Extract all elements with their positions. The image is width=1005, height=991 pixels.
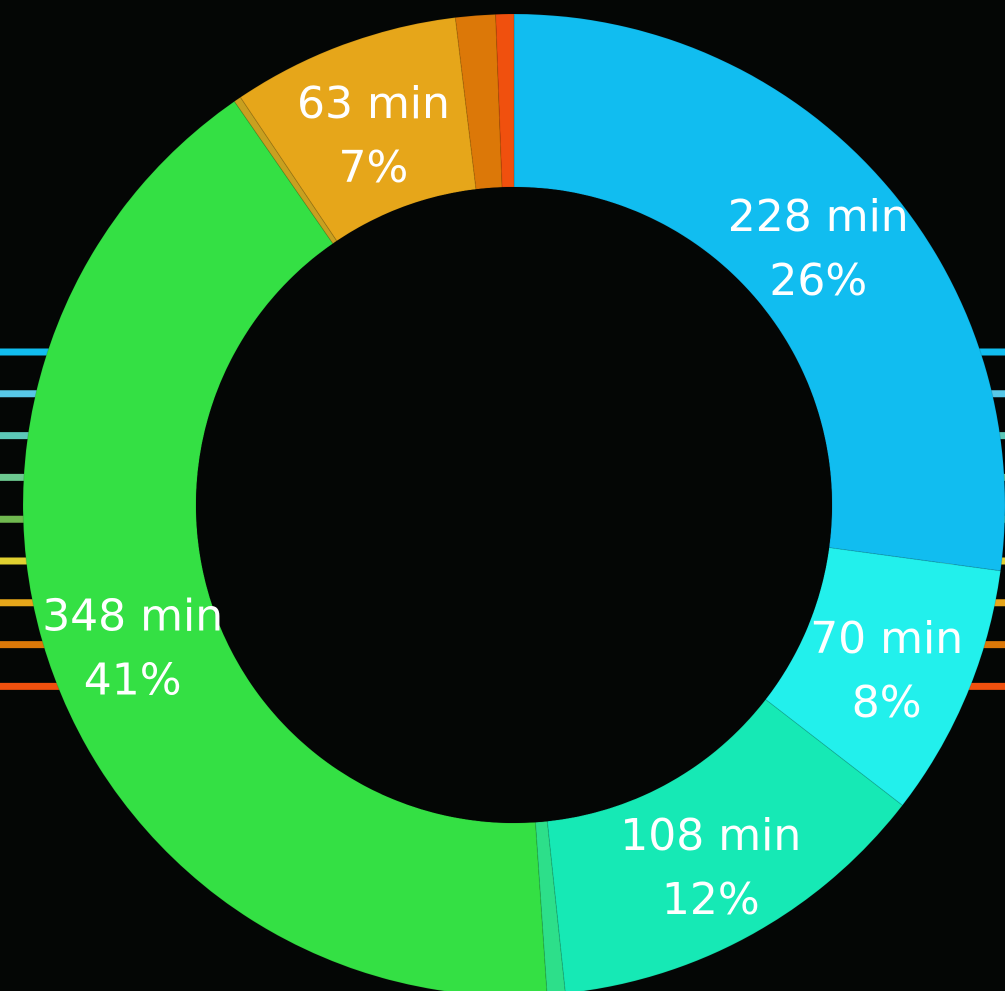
donut-slices	[22, 13, 1005, 991]
slice-value-label-4: 348 min	[42, 590, 223, 641]
slice-label-0: 228 min 26%	[728, 191, 909, 306]
slice-value-label-2: 108 min	[620, 810, 801, 861]
slice-percent-label-4: 41%	[84, 654, 182, 705]
slice-value-label-6: 63 min	[297, 78, 450, 129]
slice-4	[22, 100, 548, 991]
slice-label-2: 108 min 12%	[620, 810, 801, 925]
slice-percent-label-2: 12%	[662, 874, 760, 925]
slice-percent-label-6: 7%	[339, 142, 409, 193]
slice-label-1: 70 min 8%	[810, 613, 963, 728]
slice-value-label-1: 70 min	[810, 613, 963, 664]
slice-percent-label-0: 26%	[769, 255, 867, 306]
slice-percent-label-1: 8%	[852, 677, 922, 728]
slice-labels: 228 min 26% 70 min 8% 108 min 12% 348 min 41% 63…	[42, 78, 963, 925]
donut-hole	[196, 187, 832, 823]
slice-label-6: 63 min 7%	[297, 78, 450, 193]
slice-label-4: 348 min 41%	[42, 590, 223, 705]
slice-value-label-0: 228 min	[728, 191, 909, 242]
